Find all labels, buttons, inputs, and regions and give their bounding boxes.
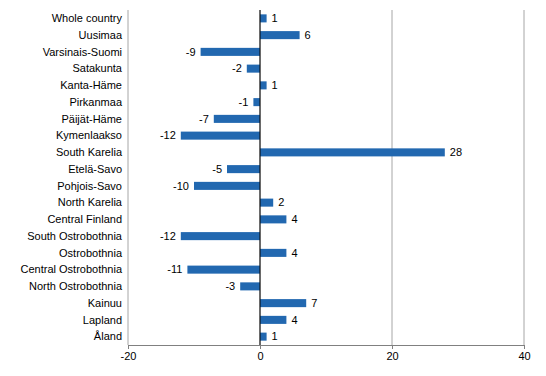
bar [240, 282, 260, 290]
x-tick: 20 [386, 345, 398, 362]
bar [260, 81, 267, 89]
y-tick-label: Ostrobothnia [59, 247, 123, 259]
y-tick-label: Päijät-Häme [61, 113, 122, 125]
x-tick: 0 [257, 345, 263, 362]
bar [260, 249, 286, 257]
bar [201, 48, 260, 56]
y-tick-label: South Karelia [56, 146, 123, 158]
bar [187, 266, 260, 274]
bar [253, 98, 260, 106]
x-tick-mark [524, 345, 525, 349]
data-label: -3 [225, 280, 235, 292]
data-label: -11 [167, 263, 182, 275]
data-labels: 16-9-21-1-7-1228-5-1024-124-11-3741 [160, 12, 462, 342]
bar [247, 65, 260, 73]
y-tick-label: Kymenlaakso [56, 129, 122, 141]
bar [227, 165, 260, 173]
grid-line [392, 10, 393, 345]
y-axis: Whole country Uusimaa Varsinais-Suomi Satak… [21, 12, 123, 342]
y-axis-line [260, 10, 261, 345]
x-tick-mark [128, 345, 129, 349]
grid-line [524, 10, 525, 345]
y-tick-label: North Ostrobothnia [29, 280, 123, 292]
y-tick-label: Kainuu [88, 297, 122, 309]
bar [260, 299, 306, 307]
data-label: 7 [311, 297, 317, 309]
x-tick-label: 0 [257, 350, 263, 362]
grid-line [128, 10, 129, 345]
y-tick-label: Uusimaa [79, 29, 123, 41]
data-label: -12 [160, 230, 176, 242]
bar [260, 316, 286, 324]
data-label: 4 [291, 247, 297, 259]
grid-line [260, 10, 261, 345]
data-label: -2 [232, 62, 242, 74]
y-tick-label: Åland [94, 330, 122, 342]
x-tick-label: 40 [518, 350, 530, 362]
y-tick-label: Lapland [83, 314, 122, 326]
data-label: 28 [450, 146, 462, 158]
data-label: -10 [173, 180, 189, 192]
y-tick-label: Central Finland [47, 213, 122, 225]
x-tick-mark [392, 345, 393, 349]
bar [260, 215, 286, 223]
data-label: -7 [199, 113, 209, 125]
x-tick: -20 [121, 345, 137, 362]
data-label: -1 [239, 96, 249, 108]
bar [260, 199, 273, 207]
data-label: -12 [160, 129, 176, 141]
x-tick-mark [260, 345, 261, 349]
y-tick-label: North Karelia [58, 196, 123, 208]
bar [260, 333, 267, 341]
data-label: 4 [291, 213, 297, 225]
bar [260, 148, 445, 156]
x-tick: 40 [518, 345, 530, 362]
x-tick-label: 20 [386, 350, 398, 362]
y-tick-label: Etelä-Savo [68, 163, 122, 175]
data-label: 6 [305, 29, 311, 41]
x-axis-line [129, 345, 525, 346]
y-tick-label: Satakunta [72, 62, 122, 74]
chart: -20 0 20 40 Whole country Uusimaa Varsinais-Su… [0, 0, 546, 376]
bar [214, 115, 260, 123]
data-label: 1 [272, 330, 278, 342]
grid [128, 10, 524, 345]
y-tick-label: Pirkanmaa [69, 96, 122, 108]
data-label: 1 [272, 79, 278, 91]
data-label: -5 [212, 163, 222, 175]
bar [260, 14, 267, 22]
y-tick-label: Central Ostrobothnia [21, 263, 123, 275]
y-tick-label: Pohjois-Savo [57, 180, 122, 192]
y-tick-label: Whole country [52, 12, 123, 24]
data-label: 4 [291, 314, 297, 326]
data-label: 1 [272, 12, 278, 24]
x-axis: -20 0 20 40 [121, 345, 531, 362]
bar [194, 182, 260, 190]
data-label: 2 [278, 196, 284, 208]
plot: -20 0 20 40 [121, 10, 531, 362]
bar [181, 232, 260, 240]
y-tick-label: Kanta-Häme [60, 79, 122, 91]
y-tick-label: South Ostrobothnia [27, 230, 123, 242]
bars [181, 14, 445, 340]
bar [181, 132, 260, 140]
bar [260, 31, 300, 39]
y-tick-label: Varsinais-Suomi [43, 46, 122, 58]
data-label: -9 [186, 46, 196, 58]
x-tick-label: -20 [121, 350, 137, 362]
